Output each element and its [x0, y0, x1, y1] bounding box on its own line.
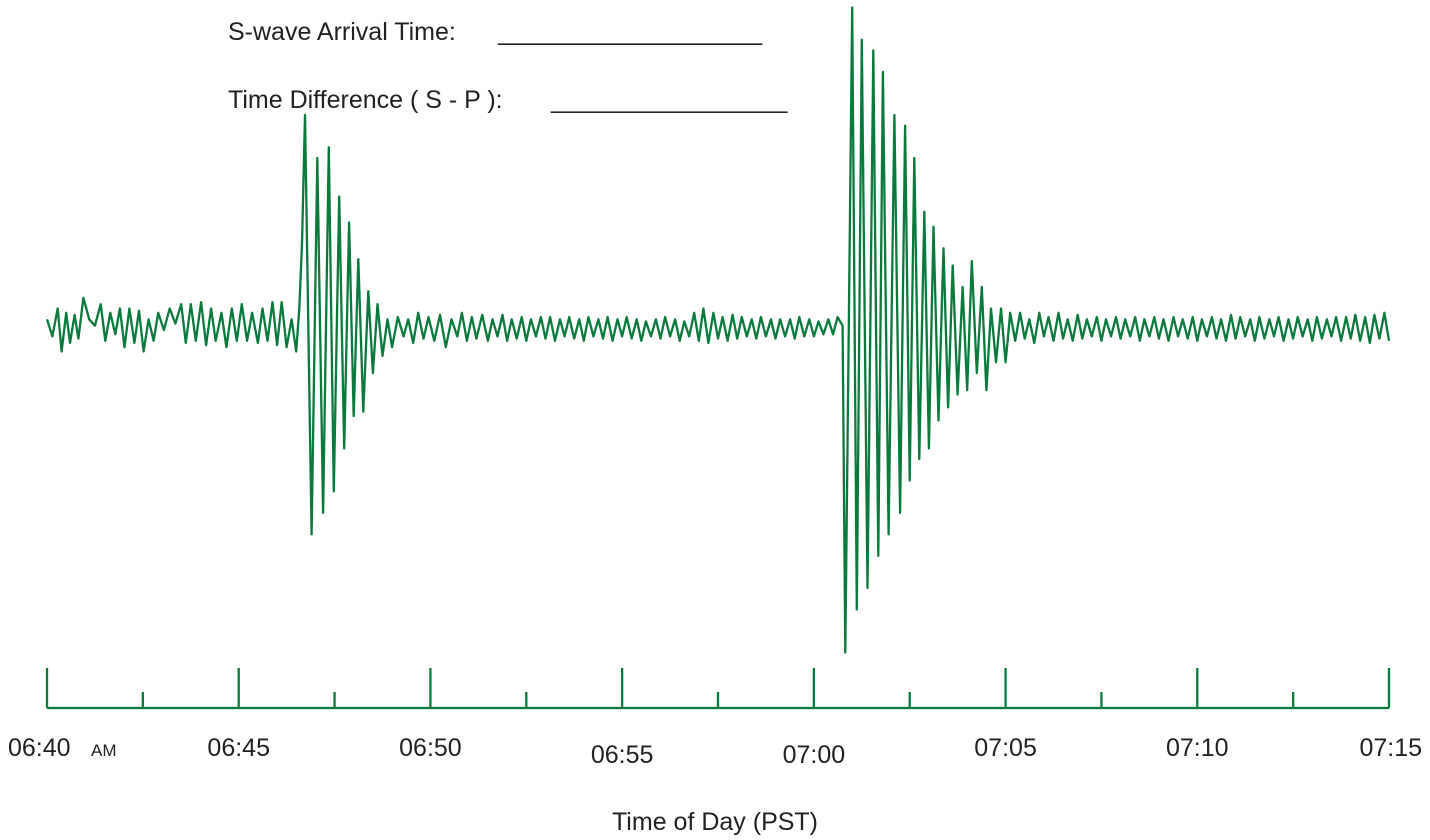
tick-labels: 06:40 AM 06:45 06:50 06:55 07:00 07:05 07:10 07:… [8, 734, 1422, 769]
tick-label-0710: 07:10 [1166, 734, 1229, 762]
tick-label-0645: 06:45 [207, 734, 270, 762]
time-difference-blank: _________________ [550, 86, 788, 114]
tick-label-0655: 06:55 [591, 741, 654, 769]
x-axis-title: Time of Day (PST) [612, 808, 818, 836]
seismic-trace-line [45, 6, 1391, 654]
tick-label-0715: 07:15 [1359, 734, 1422, 762]
minor-ticks [141, 692, 1295, 708]
tick-label-0705: 07:05 [974, 734, 1037, 762]
s-wave-arrival-label: S-wave Arrival Time: [228, 18, 456, 46]
am-pm-label: AM [91, 741, 117, 760]
s-wave-arrival-blank: ___________________ [497, 18, 763, 46]
major-ticks [45, 668, 1391, 708]
tick-label-0700: 07:00 [783, 741, 846, 769]
tick-label-0650: 06:50 [399, 734, 462, 762]
tick-label-0640: 06:40 [8, 734, 71, 762]
time-difference-label: Time Difference ( S - P ): [228, 86, 503, 114]
